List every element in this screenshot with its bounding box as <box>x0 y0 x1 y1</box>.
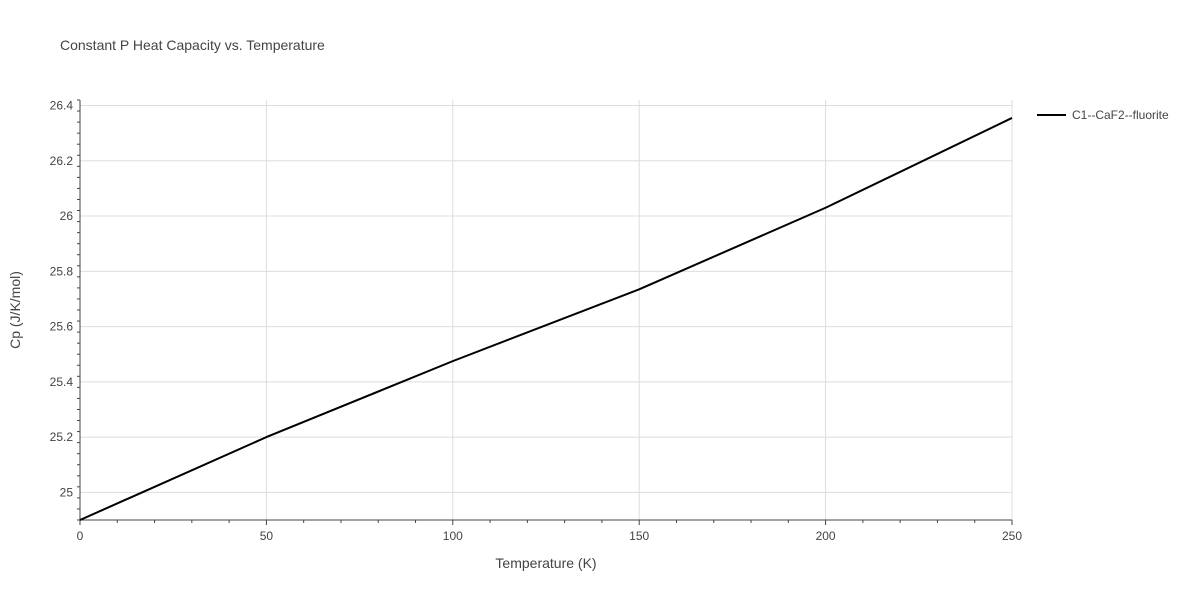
legend[interactable]: C1--CaF2--fluorite <box>1037 108 1169 122</box>
y-axis-label: Cp (J/K/mol) <box>7 271 23 349</box>
y-tick-label: 26.4 <box>50 99 74 113</box>
x-tick-label: 0 <box>77 529 84 543</box>
x-tick-label: 250 <box>1002 529 1022 543</box>
y-tick-label: 25 <box>60 485 74 499</box>
y-tick-label: 25.4 <box>50 375 74 389</box>
chart-title: Constant P Heat Capacity vs. Temperature <box>60 37 325 53</box>
x-tick-label: 150 <box>629 529 649 543</box>
y-tick-label: 26 <box>60 209 74 223</box>
x-tick-label: 50 <box>260 529 274 543</box>
x-axis-label: Temperature (K) <box>495 555 596 571</box>
x-tick-label: 200 <box>816 529 836 543</box>
grid-lines <box>80 100 1013 520</box>
series-line <box>79 117 1013 521</box>
legend-item-label: C1--CaF2--fluorite <box>1072 108 1169 122</box>
y-tick-label: 25.2 <box>50 430 74 444</box>
y-tick-label: 26.2 <box>50 154 74 168</box>
y-tick-label: 25.8 <box>50 264 74 278</box>
x-tick-label: 100 <box>443 529 463 543</box>
series-lines <box>79 117 1013 521</box>
y-tick-label: 25.6 <box>50 320 74 334</box>
axes: 0 50 100 150 200 250 25 25.2 25.4 25.6 25.8 26 26.2 2… <box>50 99 1023 543</box>
